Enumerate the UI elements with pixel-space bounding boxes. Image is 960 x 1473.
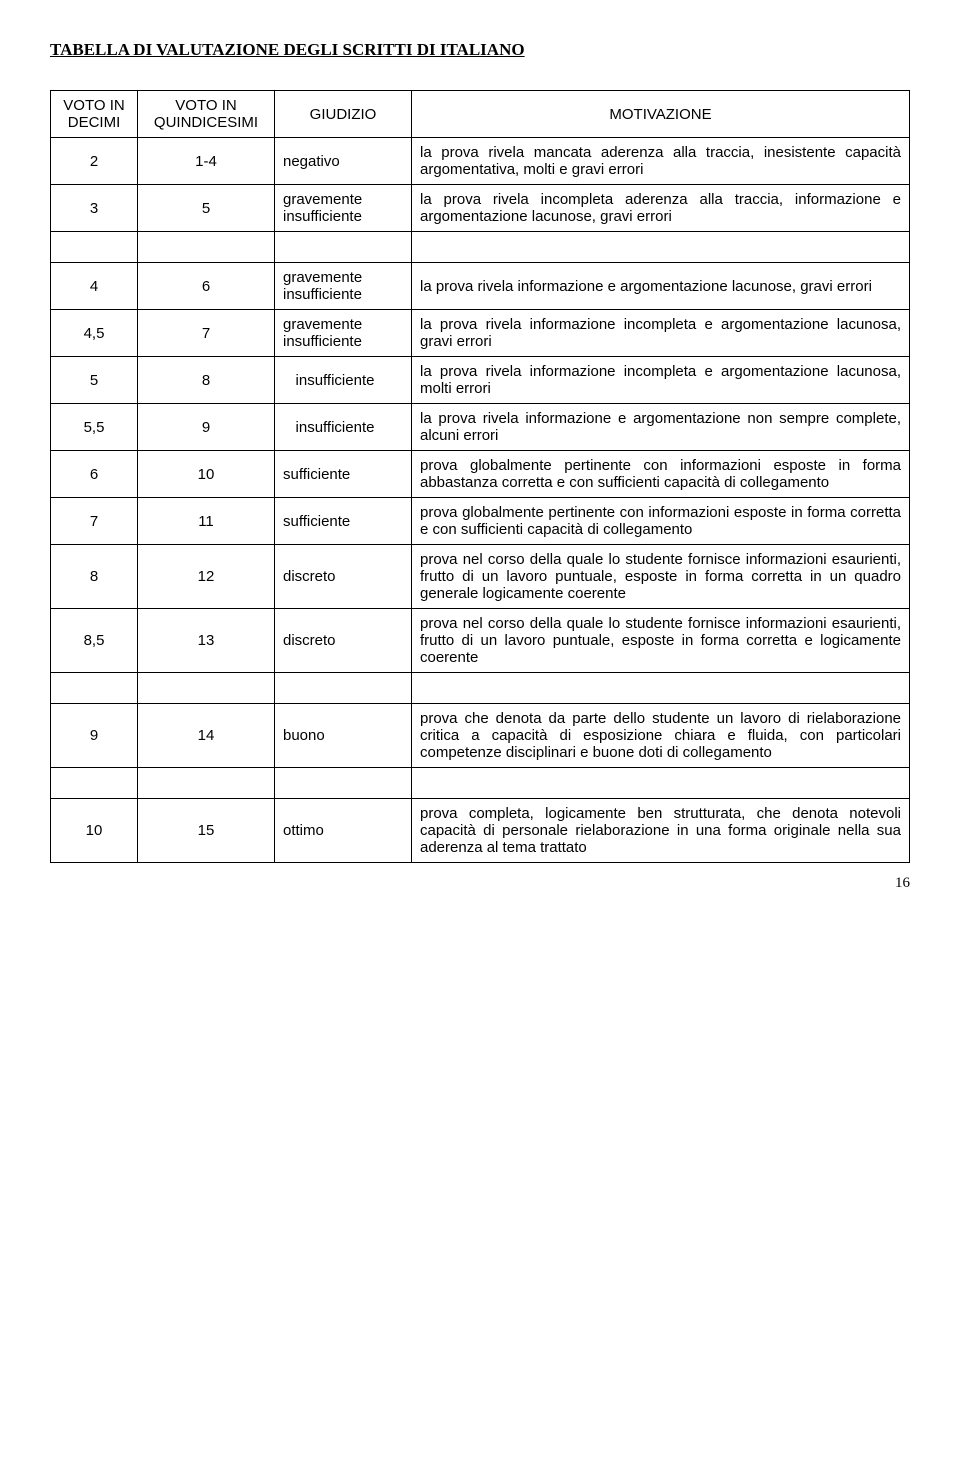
cell-decimi: 10	[51, 799, 138, 863]
table-row: 35gravemente insufficientela prova rivel…	[51, 185, 910, 232]
gap-cell	[275, 768, 412, 799]
table-row: 610sufficienteprova globalmente pertinen…	[51, 451, 910, 498]
cell-decimi: 4	[51, 263, 138, 310]
gap-cell	[275, 673, 412, 704]
cell-giudizio: discreto	[275, 545, 412, 609]
gap-cell	[412, 768, 910, 799]
cell-quindicesimi: 7	[138, 310, 275, 357]
cell-decimi: 6	[51, 451, 138, 498]
cell-giudizio: ottimo	[275, 799, 412, 863]
table-row: 1015ottimoprova completa, logicamente be…	[51, 799, 910, 863]
cell-motivazione: prova globalmente pertinente con informa…	[412, 498, 910, 545]
cell-giudizio: buono	[275, 704, 412, 768]
gap-cell	[51, 768, 138, 799]
cell-quindicesimi: 8	[138, 357, 275, 404]
cell-giudizio: gravemente insufficiente	[275, 263, 412, 310]
cell-decimi: 2	[51, 138, 138, 185]
table-row: 914buonoprova che denota da parte dello …	[51, 704, 910, 768]
gap-row	[51, 232, 910, 263]
cell-motivazione: la prova rivela informazione incompleta …	[412, 357, 910, 404]
cell-quindicesimi: 9	[138, 404, 275, 451]
cell-decimi: 9	[51, 704, 138, 768]
table-header-row: VOTO IN DECIMI VOTO IN QUINDICESIMI GIUD…	[51, 91, 910, 138]
cell-decimi: 8,5	[51, 609, 138, 673]
gap-cell	[412, 673, 910, 704]
cell-giudizio: discreto	[275, 609, 412, 673]
cell-quindicesimi: 10	[138, 451, 275, 498]
gap-row	[51, 768, 910, 799]
cell-giudizio: sufficiente	[275, 451, 412, 498]
header-quindicesimi: VOTO IN QUINDICESIMI	[138, 91, 275, 138]
gap-cell	[138, 232, 275, 263]
table-row: 4,57gravemente insufficientela prova riv…	[51, 310, 910, 357]
gap-cell	[275, 232, 412, 263]
gap-cell	[138, 673, 275, 704]
cell-motivazione: la prova rivela incompleta aderenza alla…	[412, 185, 910, 232]
cell-giudizio: insufficiente	[275, 357, 412, 404]
cell-giudizio: gravemente insufficiente	[275, 310, 412, 357]
table-row: 711sufficienteprova globalmente pertinen…	[51, 498, 910, 545]
table-row: 812discretoprova nel corso della quale l…	[51, 545, 910, 609]
cell-giudizio: insufficiente	[275, 404, 412, 451]
cell-decimi: 4,5	[51, 310, 138, 357]
cell-motivazione: prova nel corso della quale lo studente …	[412, 545, 910, 609]
table-row: 58 insufficientela prova rivela informaz…	[51, 357, 910, 404]
cell-quindicesimi: 13	[138, 609, 275, 673]
page-number: 16	[50, 875, 910, 892]
cell-motivazione: prova globalmente pertinente con informa…	[412, 451, 910, 498]
valutazione-table: VOTO IN DECIMI VOTO IN QUINDICESIMI GIUD…	[50, 90, 910, 863]
cell-quindicesimi: 12	[138, 545, 275, 609]
page-title: TABELLA DI VALUTAZIONE DEGLI SCRITTI DI …	[50, 40, 910, 60]
cell-quindicesimi: 14	[138, 704, 275, 768]
cell-giudizio: gravemente insufficiente	[275, 185, 412, 232]
cell-motivazione: prova completa, logicamente ben struttur…	[412, 799, 910, 863]
header-motivazione: MOTIVAZIONE	[412, 91, 910, 138]
cell-decimi: 3	[51, 185, 138, 232]
table-row: 21-4negativola prova rivela mancata ader…	[51, 138, 910, 185]
cell-giudizio: sufficiente	[275, 498, 412, 545]
cell-giudizio: negativo	[275, 138, 412, 185]
cell-motivazione: la prova rivela informazione e argomenta…	[412, 404, 910, 451]
table-row: 46gravemente insufficientela prova rivel…	[51, 263, 910, 310]
header-giudizio: GIUDIZIO	[275, 91, 412, 138]
gap-cell	[138, 768, 275, 799]
cell-decimi: 5,5	[51, 404, 138, 451]
gap-cell	[412, 232, 910, 263]
gap-cell	[51, 673, 138, 704]
gap-row	[51, 673, 910, 704]
cell-decimi: 5	[51, 357, 138, 404]
header-decimi: VOTO IN DECIMI	[51, 91, 138, 138]
cell-motivazione: prova nel corso della quale lo studente …	[412, 609, 910, 673]
cell-quindicesimi: 1-4	[138, 138, 275, 185]
table-row: 8,513discretoprova nel corso della quale…	[51, 609, 910, 673]
cell-quindicesimi: 5	[138, 185, 275, 232]
gap-cell	[51, 232, 138, 263]
cell-quindicesimi: 11	[138, 498, 275, 545]
cell-motivazione: prova che denota da parte dello studente…	[412, 704, 910, 768]
cell-motivazione: la prova rivela mancata aderenza alla tr…	[412, 138, 910, 185]
table-row: 5,59 insufficientela prova rivela inform…	[51, 404, 910, 451]
cell-quindicesimi: 15	[138, 799, 275, 863]
cell-decimi: 7	[51, 498, 138, 545]
cell-motivazione: la prova rivela informazione e argomenta…	[412, 263, 910, 310]
cell-quindicesimi: 6	[138, 263, 275, 310]
cell-motivazione: la prova rivela informazione incompleta …	[412, 310, 910, 357]
cell-decimi: 8	[51, 545, 138, 609]
